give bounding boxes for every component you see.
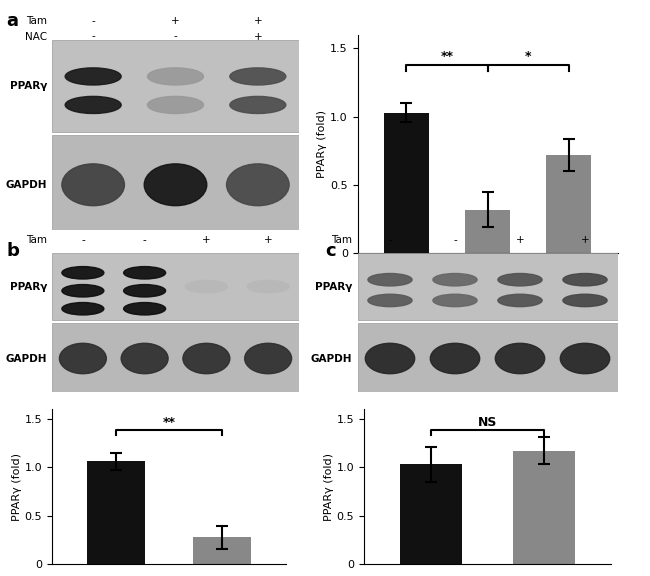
Text: -: - [91,32,95,41]
Bar [384,112,428,253]
Text: GAPDH: GAPDH [311,354,352,363]
Bar [52,253,299,320]
Bar [513,451,575,564]
Ellipse shape [62,267,104,279]
Ellipse shape [244,343,292,374]
Ellipse shape [230,96,286,113]
Text: -: - [453,234,457,245]
Bar [358,323,618,392]
Ellipse shape [247,281,289,293]
Text: -: - [486,297,489,307]
Text: c: c [325,242,335,260]
Text: GAPDH: GAPDH [6,180,47,190]
Text: Tam: Tam [26,16,47,26]
Ellipse shape [498,294,542,306]
Ellipse shape [563,294,607,306]
Text: -: - [388,234,392,245]
Text: Tam: Tam [214,273,237,283]
Text: a: a [6,12,18,29]
Ellipse shape [495,343,545,374]
Bar [547,155,591,253]
Text: +: + [171,16,180,26]
Ellipse shape [185,281,227,293]
Ellipse shape [62,285,104,297]
Ellipse shape [124,285,166,297]
Text: +: + [515,234,525,245]
Y-axis label: PPARγ (fold): PPARγ (fold) [12,453,22,521]
Bar [52,135,299,230]
Ellipse shape [433,274,477,286]
Bar [465,210,510,253]
Ellipse shape [62,164,124,206]
Text: +: + [254,16,262,26]
Y-axis label: PPARγ (fold): PPARγ (fold) [324,453,334,521]
Ellipse shape [148,96,203,113]
Text: GAPDH: GAPDH [6,354,47,363]
Bar [400,464,462,564]
Text: Tam: Tam [26,234,47,245]
Bar [52,323,299,392]
Text: -: - [91,16,95,26]
Text: b: b [6,242,20,260]
Text: PPARγ: PPARγ [10,81,47,91]
Text: -: - [404,297,408,307]
Ellipse shape [368,294,412,306]
Text: -: - [81,234,84,245]
Ellipse shape [121,343,168,374]
Y-axis label: PPARγ (fold): PPARγ (fold) [317,110,328,178]
Ellipse shape [430,343,480,374]
Ellipse shape [124,302,166,315]
Text: NS: NS [478,416,497,429]
Ellipse shape [227,164,289,206]
Text: +: + [564,297,573,307]
Text: PPARγ: PPARγ [10,282,47,291]
Ellipse shape [365,343,415,374]
Bar [86,461,145,564]
Ellipse shape [59,343,107,374]
Ellipse shape [433,294,477,306]
Ellipse shape [124,267,166,279]
Bar [358,253,618,320]
Text: **: ** [441,50,454,63]
Ellipse shape [563,274,607,286]
Ellipse shape [144,164,207,206]
Ellipse shape [65,96,121,113]
Text: +: + [483,273,492,283]
Ellipse shape [62,302,104,315]
Ellipse shape [183,343,230,374]
Text: *: * [525,50,532,63]
Ellipse shape [148,68,203,85]
Ellipse shape [498,274,542,286]
Text: PPARγ: PPARγ [315,282,352,291]
Ellipse shape [560,343,610,374]
Ellipse shape [65,68,121,85]
Text: -: - [174,32,177,41]
Text: +: + [254,32,262,41]
Bar [193,537,252,564]
Text: -: - [404,273,408,283]
Text: Tam: Tam [332,234,352,245]
Text: +: + [264,234,272,245]
Ellipse shape [230,68,286,85]
Text: +: + [580,234,590,245]
Ellipse shape [368,274,412,286]
Text: +: + [564,273,573,283]
Text: NAC: NAC [214,297,238,307]
Text: **: ** [162,416,176,429]
Text: -: - [143,234,146,245]
Text: NAC: NAC [25,32,47,41]
Text: +: + [202,234,211,245]
Bar [52,40,299,131]
